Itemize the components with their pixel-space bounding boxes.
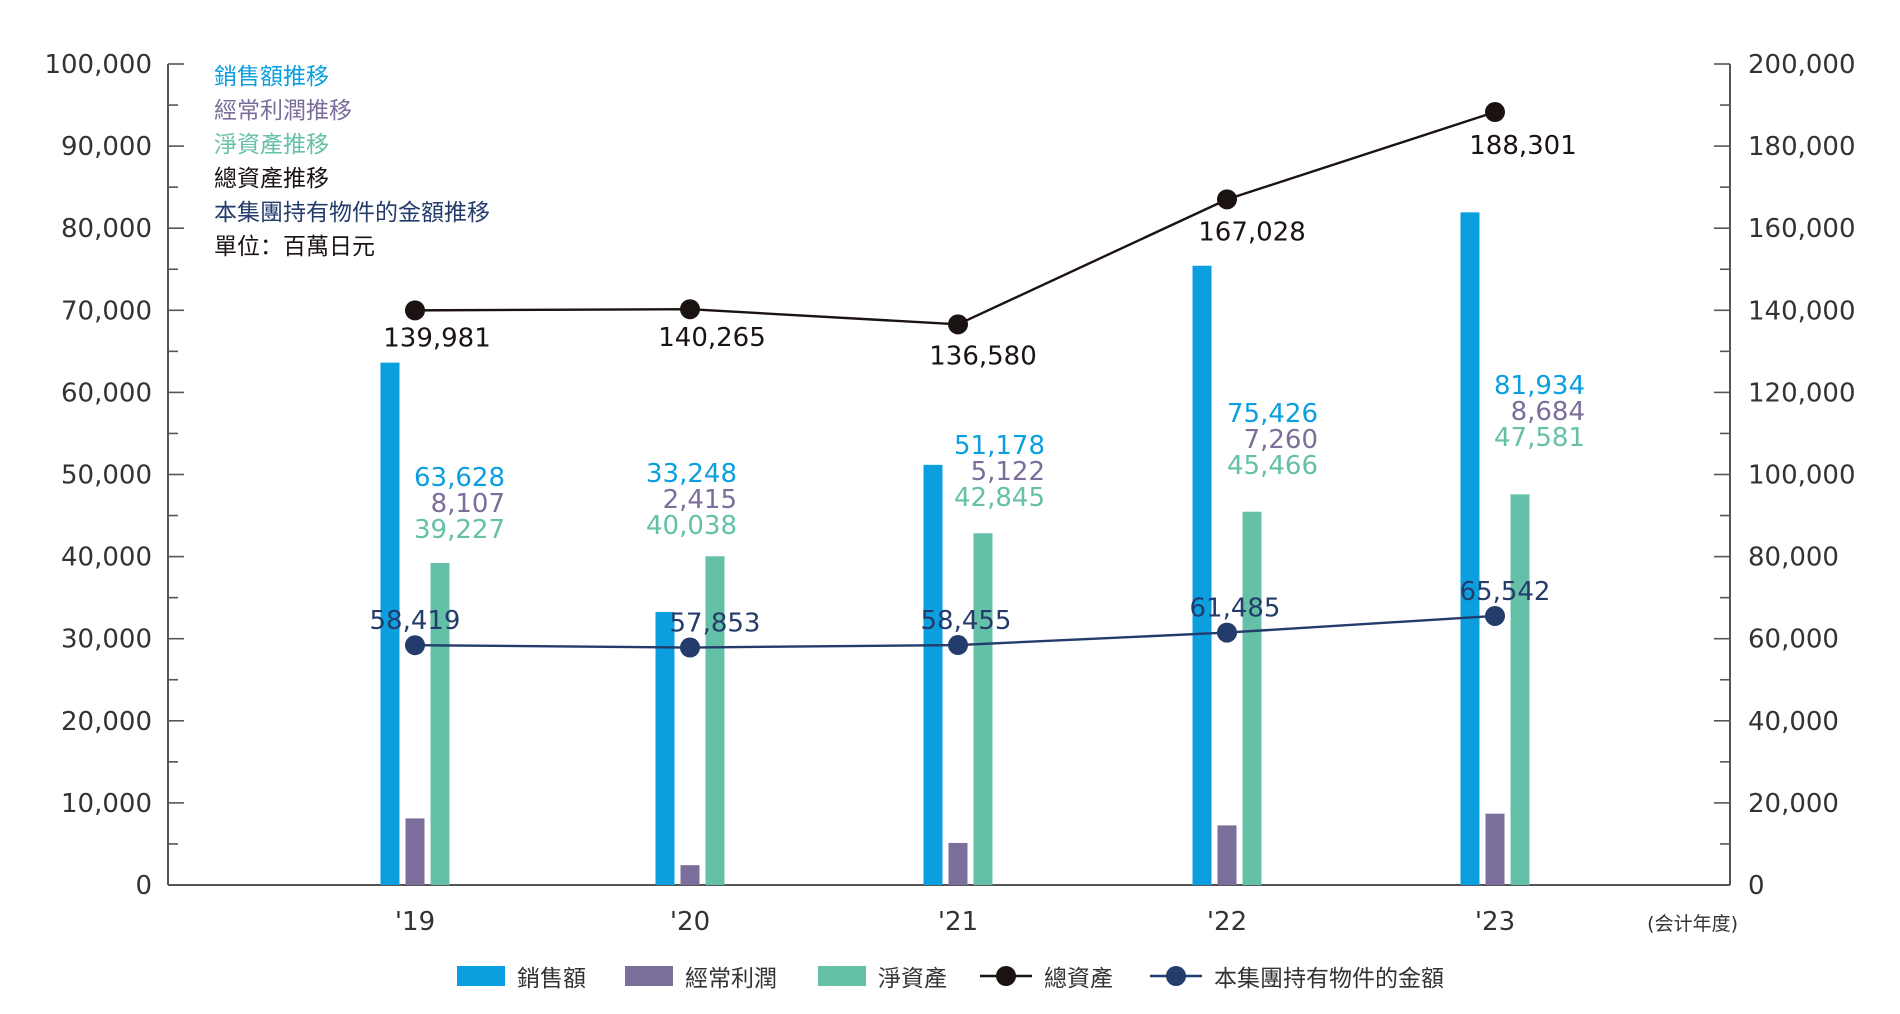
note-line: 總資產推移	[214, 166, 329, 192]
note-line: 淨資產推移	[214, 132, 329, 158]
owned-property-point	[1217, 622, 1237, 643]
right-tick-label: 0	[1748, 871, 1765, 901]
legend-swatch-ordinary-profit	[625, 966, 673, 986]
left-tick-label: 10,000	[61, 789, 152, 819]
data-label-sales: 63,628	[414, 463, 505, 493]
right-tick-label: 200,000	[1748, 50, 1856, 80]
data-label-net-assets: 40,038	[646, 511, 737, 541]
data-label-net-assets: 42,845	[954, 483, 1045, 513]
bar-sales	[923, 464, 943, 885]
left-tick-label: 90,000	[61, 132, 152, 162]
data-label-ordinary-profit: 2,415	[663, 485, 737, 515]
total-assets-point	[405, 300, 425, 321]
data-label-sales: 51,178	[954, 431, 1045, 461]
bar-net-assets	[1510, 494, 1530, 885]
data-label-net-assets: 45,466	[1227, 451, 1318, 481]
bar-net-assets	[705, 556, 725, 885]
left-tick-label: 80,000	[61, 214, 152, 244]
right-tick-label: 40,000	[1748, 707, 1839, 737]
data-label-ordinary-profit: 7,260	[1244, 425, 1318, 455]
right-tick-label: 120,000	[1748, 378, 1856, 408]
x-tick-label: '19	[395, 907, 435, 937]
total-assets-point	[680, 299, 700, 320]
owned-property-point	[680, 637, 700, 658]
right-tick-label: 60,000	[1748, 625, 1839, 655]
bar-sales	[1192, 265, 1212, 885]
right-tick-label: 100,000	[1748, 461, 1856, 491]
total-assets-line	[414, 110, 1496, 326]
note-line: 單位：百萬日元	[214, 234, 375, 260]
bar-net-assets	[1242, 511, 1262, 885]
data-label-sales: 75,426	[1227, 399, 1318, 429]
total-assets-label: 136,580	[929, 341, 1037, 371]
data-label-sales: 81,934	[1494, 371, 1585, 401]
legend-label-ordinary-profit: 經常利潤	[685, 966, 777, 992]
note-line: 經常利潤推移	[214, 98, 352, 124]
right-tick-label: 20,000	[1748, 789, 1839, 819]
left-tick-label: 100,000	[44, 50, 152, 80]
data-label-ordinary-profit: 5,122	[971, 457, 1045, 487]
bar-sales	[655, 612, 675, 885]
legend-marker-owned-property	[1166, 966, 1186, 986]
left-tick-label: 30,000	[61, 625, 152, 655]
x-tick-label: '23	[1475, 907, 1515, 937]
legend-swatch-net-assets	[818, 966, 866, 986]
note-line: 銷售額推移	[214, 64, 329, 90]
left-tick-label: 50,000	[61, 461, 152, 491]
data-label-ordinary-profit: 8,107	[431, 489, 505, 519]
bar-ordinary-profit	[405, 818, 425, 885]
legend-label-sales: 銷售額	[517, 966, 586, 992]
right-tick-label: 180,000	[1748, 132, 1856, 162]
bar-ordinary-profit	[1485, 813, 1505, 885]
bar-ordinary-profit	[680, 865, 700, 885]
total-assets-point	[1485, 102, 1505, 123]
legend-label-net-assets: 淨資產	[878, 966, 947, 992]
owned-property-point	[405, 635, 425, 656]
legend-label-owned-property: 本集團持有物件的金額	[1214, 966, 1444, 992]
bar-sales	[380, 362, 400, 885]
total-assets-label: 167,028	[1198, 217, 1306, 247]
left-tick-label: 40,000	[61, 543, 152, 573]
left-tick-label: 60,000	[61, 378, 152, 408]
data-label-ordinary-profit: 8,684	[1511, 397, 1585, 427]
bar-net-assets	[430, 562, 450, 885]
owned-property-point	[1485, 605, 1505, 626]
bar-net-assets	[973, 533, 993, 885]
total-assets-label: 188,301	[1469, 131, 1577, 161]
bar-ordinary-profit	[948, 842, 968, 885]
data-label-net-assets: 47,581	[1494, 423, 1585, 453]
right-tick-label: 140,000	[1748, 296, 1856, 326]
left-tick-label: 0	[135, 871, 152, 901]
data-label-net-assets: 39,227	[414, 515, 505, 545]
x-tick-label: '20	[670, 907, 710, 937]
owned-property-point	[948, 635, 968, 656]
x-tick-label: '22	[1207, 907, 1247, 937]
owned-property-label: 58,455	[921, 606, 1012, 636]
total-assets-point	[948, 314, 968, 335]
legend-label-total-assets: 總資產	[1044, 966, 1113, 992]
legend-swatch-sales	[457, 966, 505, 986]
total-assets-point	[1217, 189, 1237, 210]
x-axis-note: (会计年度)	[1647, 913, 1738, 935]
owned-property-label: 61,485	[1190, 594, 1281, 624]
note-line: 本集團持有物件的金額推移	[214, 200, 490, 226]
bar-sales	[1460, 212, 1480, 886]
owned-property-label: 65,542	[1460, 577, 1551, 607]
total-assets-label: 139,981	[383, 323, 491, 353]
owned-property-label: 58,419	[370, 606, 461, 636]
total-assets-label: 140,265	[658, 323, 766, 353]
left-tick-label: 20,000	[61, 707, 152, 737]
right-tick-label: 160,000	[1748, 214, 1856, 244]
bar-ordinary-profit	[1217, 825, 1237, 885]
owned-property-label: 57,853	[670, 609, 761, 639]
left-tick-label: 70,000	[61, 296, 152, 326]
data-label-sales: 33,248	[646, 459, 737, 489]
x-tick-label: '21	[938, 907, 978, 937]
legend-marker-total-assets	[996, 966, 1016, 986]
right-tick-label: 80,000	[1748, 543, 1839, 573]
